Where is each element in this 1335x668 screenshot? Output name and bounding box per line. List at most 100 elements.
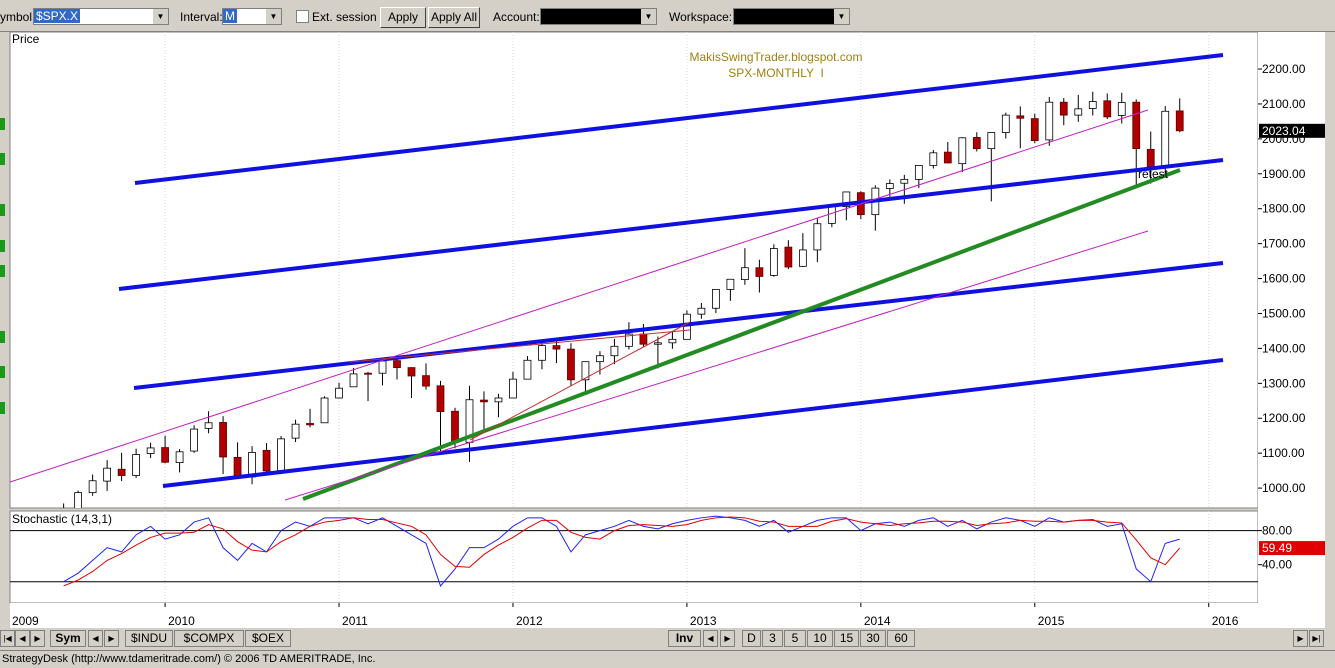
- dropdown-arrow[interactable]: ▼: [834, 9, 849, 24]
- symbol-value: $SPX.X: [34, 9, 81, 23]
- candle-body: [190, 428, 198, 452]
- candle-body: [958, 137, 967, 165]
- candle-body: [697, 307, 706, 315]
- candle-body: [1059, 101, 1068, 116]
- candle-body: [320, 397, 329, 424]
- dropdown-arrow[interactable]: ▼: [641, 9, 656, 24]
- account-label: Account:: [493, 10, 540, 24]
- side-icons: [0, 118, 5, 414]
- last-value-label: 59.49: [1262, 541, 1292, 555]
- candle-body: [1103, 100, 1112, 118]
- candle-body: [219, 422, 227, 458]
- tab[interactable]: 5: [784, 630, 806, 647]
- candle-body: [625, 333, 633, 347]
- candle-body: [509, 378, 517, 399]
- tab[interactable]: 60: [887, 630, 915, 647]
- scroll-arrow[interactable]: ◀: [88, 630, 103, 647]
- tab-bar: [0, 628, 1335, 649]
- candle-body: [987, 132, 996, 150]
- checkbox[interactable]: [296, 10, 309, 23]
- candle-body: [422, 375, 430, 387]
- candle-body: [436, 385, 445, 413]
- candle-body: [769, 248, 778, 276]
- ext-session-label: Ext. session: [312, 10, 377, 24]
- candle-body: [827, 206, 836, 224]
- candle-body: [726, 278, 735, 290]
- tab[interactable]: 30: [860, 630, 886, 647]
- pane-title: Stochastic (14,3,1): [12, 512, 112, 526]
- symbol-input[interactable]: $SPX.X ▼: [33, 8, 169, 25]
- apply-button[interactable]: Apply: [380, 7, 426, 28]
- candle-body: [581, 361, 590, 381]
- tab[interactable]: Inv: [668, 630, 701, 647]
- candle-body: [1030, 118, 1039, 142]
- candle-body: [1074, 108, 1083, 116]
- candle-body: [596, 355, 604, 363]
- candle-body: [480, 399, 488, 403]
- candle-body: [117, 468, 126, 476]
- scroll-arrow[interactable]: ◀: [703, 630, 718, 647]
- candle-body: [741, 267, 749, 281]
- y-tick-label: 1400.00: [1262, 341, 1306, 355]
- candle-body: [306, 423, 314, 426]
- candle-body: [1117, 102, 1126, 116]
- candle-body: [378, 360, 387, 374]
- scroll-arrow[interactable]: ◀: [15, 630, 30, 647]
- candle-body: [175, 451, 184, 464]
- y-tick-label: 1700.00: [1262, 237, 1306, 251]
- candle-body: [233, 456, 242, 478]
- candle-body: [813, 223, 822, 251]
- tab[interactable]: 15: [834, 630, 859, 647]
- axes: 2009 2010 2011 2012 2013 2014 2015 2016 1000.00 1…: [12, 62, 1325, 628]
- tab[interactable]: $OEX: [245, 630, 291, 647]
- annotation: SPX-MONTHLY I: [728, 66, 824, 80]
- y-tick-label: 1500.00: [1262, 306, 1306, 320]
- candle-body: [610, 345, 619, 357]
- scroll-arrow[interactable]: ▶: [104, 630, 119, 647]
- candle-body: [277, 438, 285, 472]
- scroll-arrow[interactable]: ▶|: [1309, 630, 1324, 647]
- y-tick-label: 1600.00: [1262, 272, 1306, 286]
- candle-body: [639, 333, 648, 345]
- x-tick-label: 2014: [864, 614, 891, 628]
- candle-body: [204, 422, 213, 429]
- tab[interactable]: Sym: [50, 630, 86, 647]
- dropdown-arrow[interactable]: ▼: [266, 9, 281, 24]
- candle-body: [567, 348, 575, 381]
- candle-body: [1001, 114, 1010, 133]
- x-tick-label: 2009: [12, 614, 39, 628]
- x-tick-label: 2010: [168, 614, 195, 628]
- y-tick-label: 1300.00: [1262, 376, 1306, 390]
- interval-input[interactable]: M ▼: [222, 8, 282, 25]
- account-input[interactable]: ▼: [540, 8, 657, 25]
- annotation: MakisSwingTrader.blogspot.com: [690, 50, 863, 64]
- candle-body: [885, 183, 894, 189]
- x-tick-label: 2013: [690, 614, 717, 628]
- y-tick-label: 2100.00: [1262, 97, 1306, 111]
- scroll-arrow[interactable]: ▶: [1293, 630, 1308, 647]
- status-bar: [0, 650, 1335, 668]
- scroll-arrow[interactable]: |◀: [0, 630, 15, 647]
- side-toolbar: [0, 32, 10, 628]
- tab[interactable]: $INDU: [125, 630, 173, 647]
- candle-body: [1161, 110, 1170, 168]
- candle-body: [393, 360, 401, 369]
- scroll-arrow[interactable]: ▶: [30, 630, 45, 647]
- tab[interactable]: 10: [807, 630, 833, 647]
- dropdown-arrow[interactable]: ▼: [153, 9, 168, 24]
- stochastic-pane: [9, 510, 1259, 604]
- candles: [63, 91, 1184, 508]
- last-price-box: [1259, 123, 1325, 138]
- scroll-arrow[interactable]: ▶: [720, 630, 735, 647]
- tab[interactable]: $COMPX: [174, 630, 244, 647]
- candle-body: [291, 423, 300, 439]
- y-tick-label: 1800.00: [1262, 202, 1306, 216]
- apply-all-button[interactable]: Apply All: [428, 7, 480, 28]
- tab[interactable]: 3: [762, 630, 783, 647]
- candle-body: [364, 372, 372, 375]
- workspace-input[interactable]: ▼: [733, 8, 850, 25]
- y-tick-label: 1100.00: [1262, 446, 1305, 460]
- candle-body: [943, 151, 952, 164]
- tab[interactable]: D: [742, 630, 761, 647]
- x-tick-label: 2012: [516, 614, 543, 628]
